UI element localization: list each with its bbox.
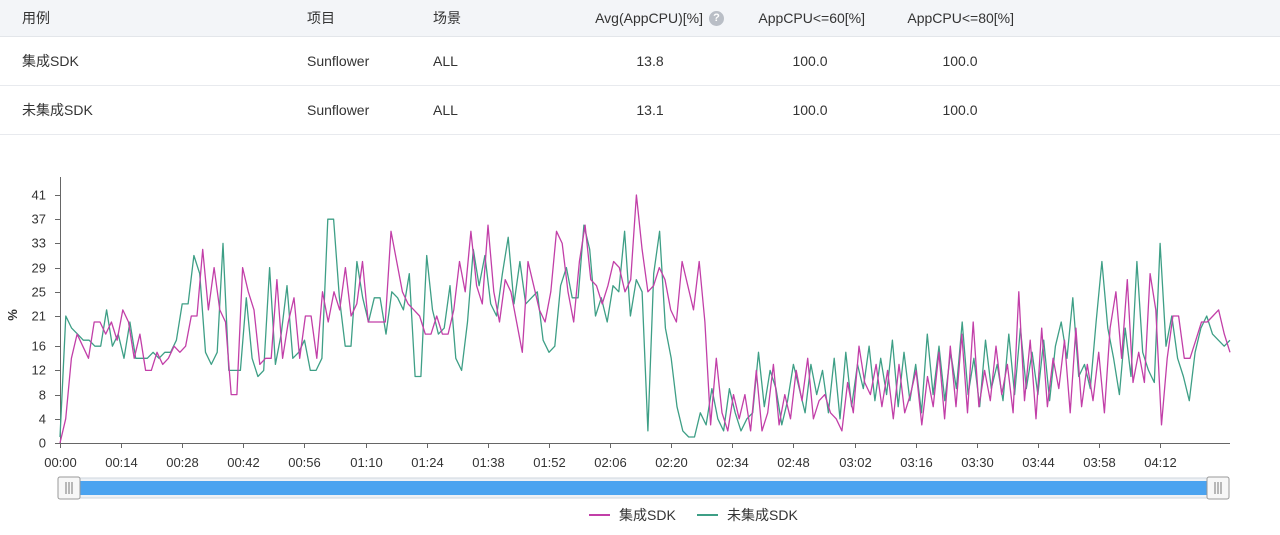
table-header-row: 用例 项目 场景 Avg(AppCPU)[%] ? AppCPU<=60[%] … [0,0,1280,37]
x-tick-label: 02:48 [777,455,810,470]
cell-appcpu-le-60: 100.0 [792,53,828,69]
cell-scene: ALL [433,53,458,69]
y-axis-label: % [5,309,20,321]
series-line-1 [59,194,1231,444]
cell-project: Sunflower [307,102,370,118]
header-appcpu-le-80: AppCPU<=80[%] [907,10,1014,26]
x-tick-label: 04:12 [1144,455,1177,470]
cell-appcpu-le-80: 100.0 [942,53,978,69]
x-tick-label: 01:38 [472,455,505,470]
cell-project: Sunflower [307,53,370,69]
y-tick-label: 41 [32,188,46,203]
y-tick-label: 16 [32,339,46,354]
x-tick-label: 00:28 [166,455,199,470]
x-tick-label: 00:00 [44,455,77,470]
y-tick-label: 33 [32,236,46,251]
x-tick-label: 02:06 [594,455,627,470]
header-scene: 场景 [433,10,461,26]
table-row: 未集成SDK Sunflower ALL 13.1 100.0 100.0 [0,86,1280,135]
x-tick-label: 01:24 [411,455,444,470]
x-tick-label: 03:30 [961,455,994,470]
x-tick-label: 00:56 [288,455,321,470]
x-tick-label: 00:42 [227,455,260,470]
zoom-slider-right-handle[interactable] [1206,476,1230,500]
cell-case: 集成SDK [22,53,79,69]
y-tick-label: 21 [32,309,46,324]
legend-item-series-2[interactable]: 未集成SDK [697,507,798,523]
header-avg-appcpu: Avg(AppCPU)[%] ? [560,0,724,36]
x-tick-label: 02:34 [716,455,749,470]
legend-label-series-2: 未集成SDK [727,507,798,523]
y-tick-label: 12 [32,363,46,378]
zoom-slider-selected-range[interactable] [70,481,1220,495]
header-appcpu-le-60: AppCPU<=60[%] [758,10,865,26]
y-tick-label: 4 [39,412,46,427]
header-avg-appcpu-label: Avg(AppCPU)[%] [595,10,703,26]
x-tick-label: 03:44 [1022,455,1055,470]
x-tick-label: 00:14 [105,455,138,470]
x-tick-label: 01:52 [533,455,566,470]
y-tick-label: 25 [32,285,46,300]
x-tick-label: 01:10 [350,455,383,470]
header-project: 项目 [307,10,335,26]
cell-avg-appcpu: 13.8 [636,53,664,69]
legend-label-series-1: 集成SDK [619,507,676,523]
zoom-slider-left-handle[interactable] [57,476,81,500]
cell-appcpu-le-80: 100.0 [942,102,978,118]
cell-scene: ALL [433,102,458,118]
question-icon[interactable]: ? [709,10,724,26]
metrics-table: 用例 项目 场景 Avg(AppCPU)[%] ? AppCPU<=60[%] … [0,0,1280,135]
x-tick-label: 03:02 [839,455,872,470]
y-tick-label: 29 [32,261,46,276]
y-axis: 0 4 8 12 16 21 25 29 33 37 41 [32,177,61,451]
y-tick-label: 0 [39,436,46,451]
y-tick-label: 8 [39,388,46,403]
header-case: 用例 [22,10,50,26]
x-tick-label: 02:20 [655,455,688,470]
x-tick-label: 03:16 [900,455,933,470]
series-line-2 [59,218,1231,438]
series-layer [59,194,1231,444]
cell-appcpu-le-60: 100.0 [792,102,828,118]
zoom-slider[interactable] [57,476,1230,500]
cell-avg-appcpu: 13.1 [636,102,664,118]
chart-legend: 集成SDK 未集成SDK [589,507,798,523]
cpu-line-chart: 0 4 8 12 16 21 25 29 33 37 41 00:00 00:14 00:28 00:42… [5,177,1231,523]
y-tick-label: 37 [32,212,46,227]
x-tick-label: 03:58 [1083,455,1116,470]
cell-case: 未集成SDK [22,102,93,118]
table-row: 集成SDK Sunflower ALL 13.8 100.0 100.0 [0,37,1280,86]
x-axis: 00:00 00:14 00:28 00:42 00:56 01:10 01:24 01:38… [44,443,1230,470]
legend-item-series-1[interactable]: 集成SDK [589,507,676,523]
